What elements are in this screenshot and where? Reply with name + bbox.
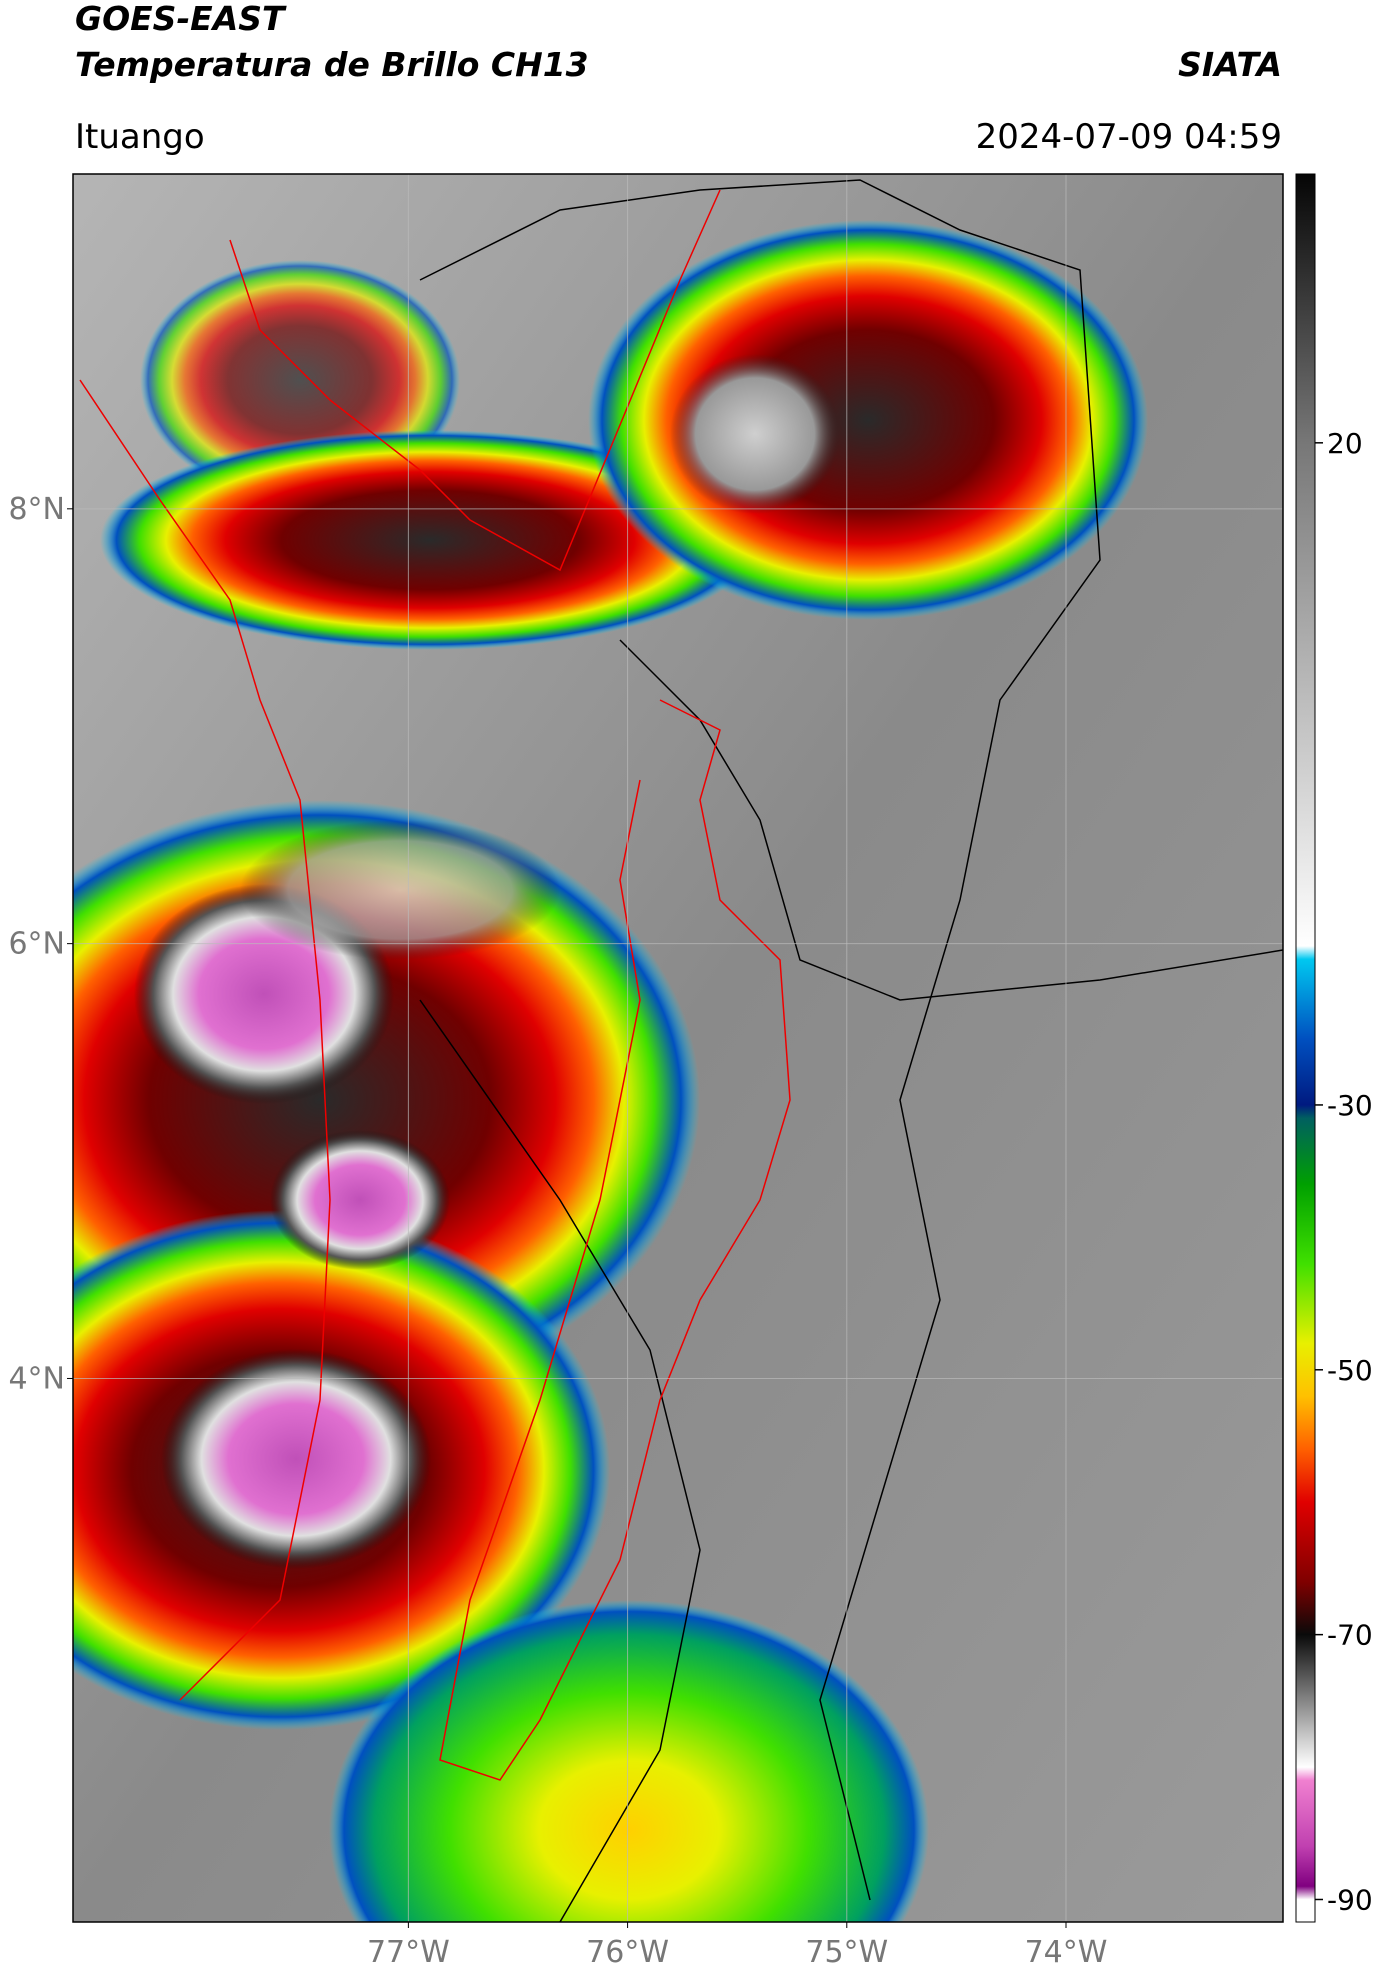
cloud xyxy=(329,1600,929,1922)
graticule xyxy=(73,174,1283,1922)
colorbar xyxy=(1295,173,1316,1923)
cloud-top xyxy=(670,354,840,514)
cloud xyxy=(588,220,1148,620)
border xyxy=(419,999,701,1922)
lat-tick-label: 6°N xyxy=(8,927,65,962)
lat-tick-label: 8°N xyxy=(8,492,65,527)
colorbar-tick-label: -70 xyxy=(1327,1619,1373,1652)
lon-tick-label: 75°W xyxy=(805,1935,888,1970)
cloud-top xyxy=(270,1130,450,1270)
colorbar-tick-label: -50 xyxy=(1327,1354,1373,1387)
title: GOES-EAST xyxy=(75,0,287,38)
cloud-top xyxy=(161,1349,431,1569)
coastline xyxy=(79,379,331,1701)
datetime: 2024-07-09 04:59 xyxy=(976,117,1282,157)
map-frame xyxy=(72,173,1284,1923)
subtitle: Temperatura de Brillo CH13 xyxy=(75,45,589,84)
cloud-top xyxy=(240,820,560,960)
border xyxy=(419,179,1101,1901)
coastline xyxy=(229,189,721,572)
lon-tick-label: 74°W xyxy=(1025,1935,1108,1970)
location: Ituango xyxy=(75,117,205,157)
colorbar-tick-label: -30 xyxy=(1327,1089,1373,1122)
colorbar-tick-label: 20 xyxy=(1327,427,1363,460)
lon-tick-label: 76°W xyxy=(586,1935,669,1970)
lon-tick-label: 77°W xyxy=(367,1935,450,1970)
satellite-image xyxy=(73,174,1283,1922)
lat-tick-label: 4°N xyxy=(8,1361,65,1396)
source: SIATA xyxy=(1178,45,1282,84)
region-boundary xyxy=(439,699,791,1781)
colorbar-tick-label: -90 xyxy=(1327,1883,1373,1916)
